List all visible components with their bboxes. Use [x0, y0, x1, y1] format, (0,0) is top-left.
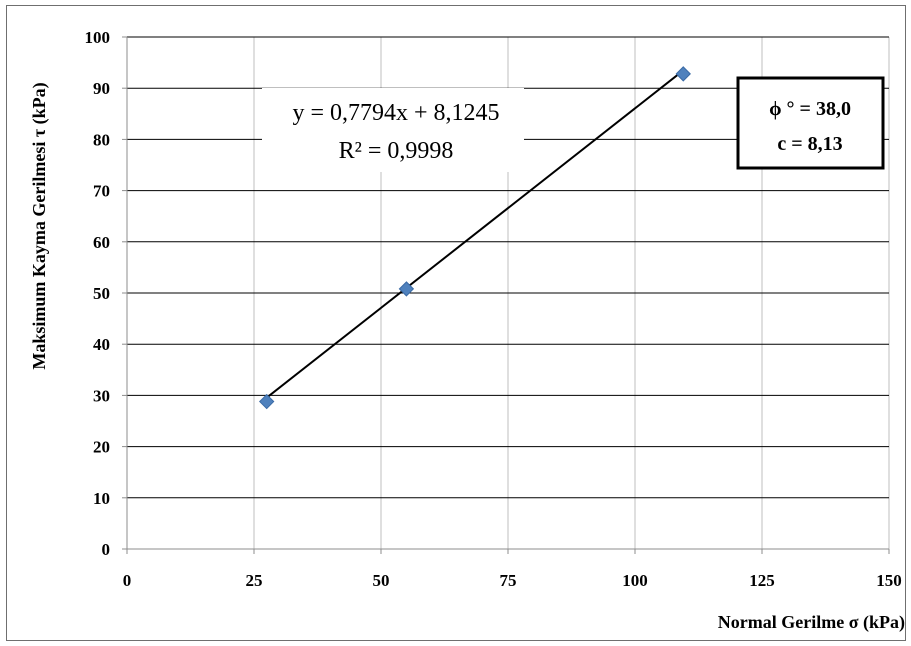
- data-points: [258, 66, 691, 410]
- trendline-equation: y = 0,7794x + 8,1245: [292, 100, 499, 126]
- y-tick-label: 0: [102, 540, 111, 559]
- y-axis-title: Maksimum Kayma Gerilmesi τ (kPa): [29, 82, 50, 369]
- y-tick-label: 10: [93, 489, 110, 508]
- x-tick-label: 25: [246, 571, 263, 590]
- data-point: [398, 281, 415, 297]
- x-tick-label: 125: [749, 571, 775, 590]
- y-tick-label: 60: [93, 233, 110, 252]
- y-tick-label: 50: [93, 284, 110, 303]
- y-tick-label: 70: [93, 182, 110, 201]
- x-tick-labels: 0 25 50 75 100 125 150: [123, 549, 902, 590]
- trendline-r-squared: R² = 0,9998: [339, 138, 454, 164]
- cohesion-label: c = 8,13: [777, 133, 842, 155]
- friction-angle-label: ϕ ° = 38,0: [769, 98, 851, 120]
- y-tick-label: 90: [93, 79, 110, 98]
- y-tick-label: 40: [93, 335, 110, 354]
- y-tick-label: 100: [85, 28, 111, 47]
- x-tick-label: 100: [622, 571, 648, 590]
- trendline: [266, 69, 684, 399]
- parameter-box: [736, 76, 885, 170]
- y-tick-label: 30: [93, 386, 110, 405]
- x-tick-label: 0: [123, 571, 132, 590]
- y-tick-label: 80: [93, 130, 110, 149]
- data-point: [675, 66, 691, 82]
- x-tick-label: 150: [876, 571, 902, 590]
- x-axis-title: Normal Gerilme σ (kPa): [718, 612, 905, 633]
- x-tick-label: 50: [373, 571, 390, 590]
- y-tick-label: 20: [93, 438, 110, 457]
- y-tick-labels: 0 10 20 30 40 50 60 70 80 90 100: [85, 28, 127, 559]
- trendline-equation-background: [262, 88, 524, 172]
- data-point: [258, 393, 275, 410]
- x-tick-label: 75: [500, 571, 517, 590]
